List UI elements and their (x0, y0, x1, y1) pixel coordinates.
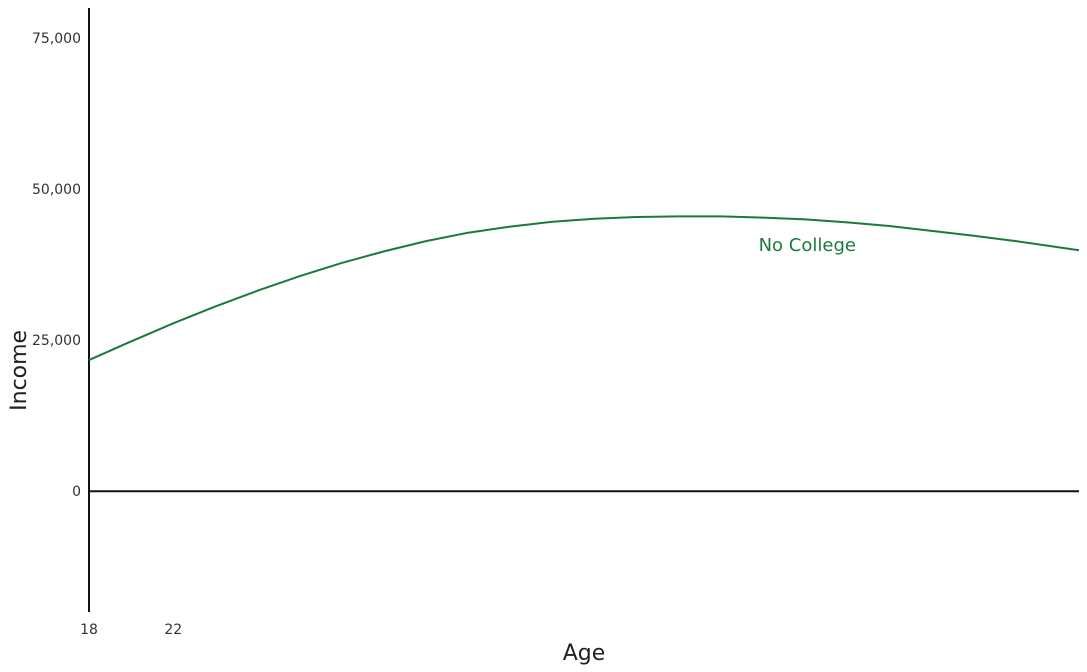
y-tick-label: 25,000 (32, 333, 81, 349)
series-label-no-college: No College (759, 235, 856, 256)
x-axis-title: Age (563, 641, 606, 666)
y-axis-ticks: 0 25,000 50,000 75,000 (32, 31, 81, 500)
y-tick-label: 0 (72, 484, 81, 500)
x-axis-ticks: 18 22 (80, 622, 182, 638)
x-tick-label: 22 (164, 622, 182, 638)
x-tick-label: 18 (80, 622, 98, 638)
series-group: No College (88, 215, 1080, 362)
y-tick-label: 75,000 (32, 31, 81, 47)
y-axis-title: Income (7, 330, 32, 411)
series-line-no-college (88, 215, 1080, 362)
y-tick-label: 50,000 (32, 182, 81, 198)
